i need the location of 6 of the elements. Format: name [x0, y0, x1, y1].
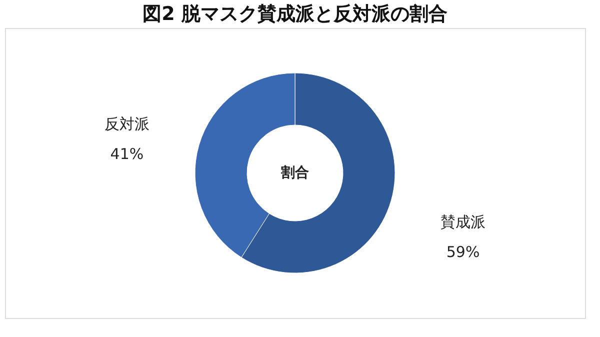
- chart-title: 図2 脱マスク賛成派と反対派の割合: [142, 3, 448, 25]
- data-label: 41%: [110, 145, 144, 164]
- slice-label: 反対派: [104, 115, 150, 134]
- text: 割合: [280, 164, 309, 181]
- data-label: 59%: [446, 242, 480, 261]
- slice-label: 賛成派: [440, 212, 486, 231]
